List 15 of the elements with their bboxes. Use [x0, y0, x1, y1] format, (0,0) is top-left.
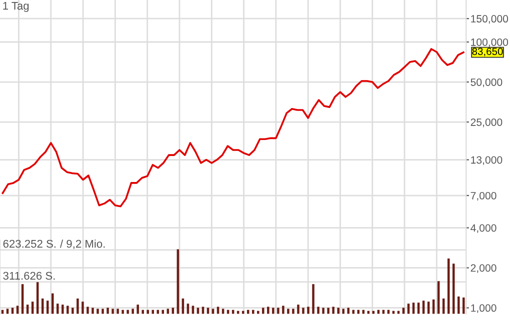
data-label: 83,650 — [472, 48, 503, 56]
y-tick-label: 25,000 — [470, 118, 502, 128]
y-tick-label: 150,000 — [471, 15, 508, 24]
chart-title: 1 Tag — [3, 2, 29, 12]
y-tick-label: 311.626 S. — [3, 272, 55, 280]
y-tick-label: 2,000 — [470, 264, 496, 273]
y-tick-label: 7,000 — [470, 192, 496, 201]
y-tick-label: 623.252 S. — [3, 240, 56, 248]
y-tick-label: 100,000 — [471, 38, 508, 48]
y-tick-label: 13,000 — [471, 156, 502, 165]
line-series — [2, 48, 464, 208]
annotation: / 9,2 Mio. — [60, 240, 105, 250]
y-tick-label: 1,000 — [471, 304, 496, 314]
y-tick-label: 50,000 — [470, 78, 502, 88]
y-tick-label: 4,000 — [470, 224, 496, 233]
